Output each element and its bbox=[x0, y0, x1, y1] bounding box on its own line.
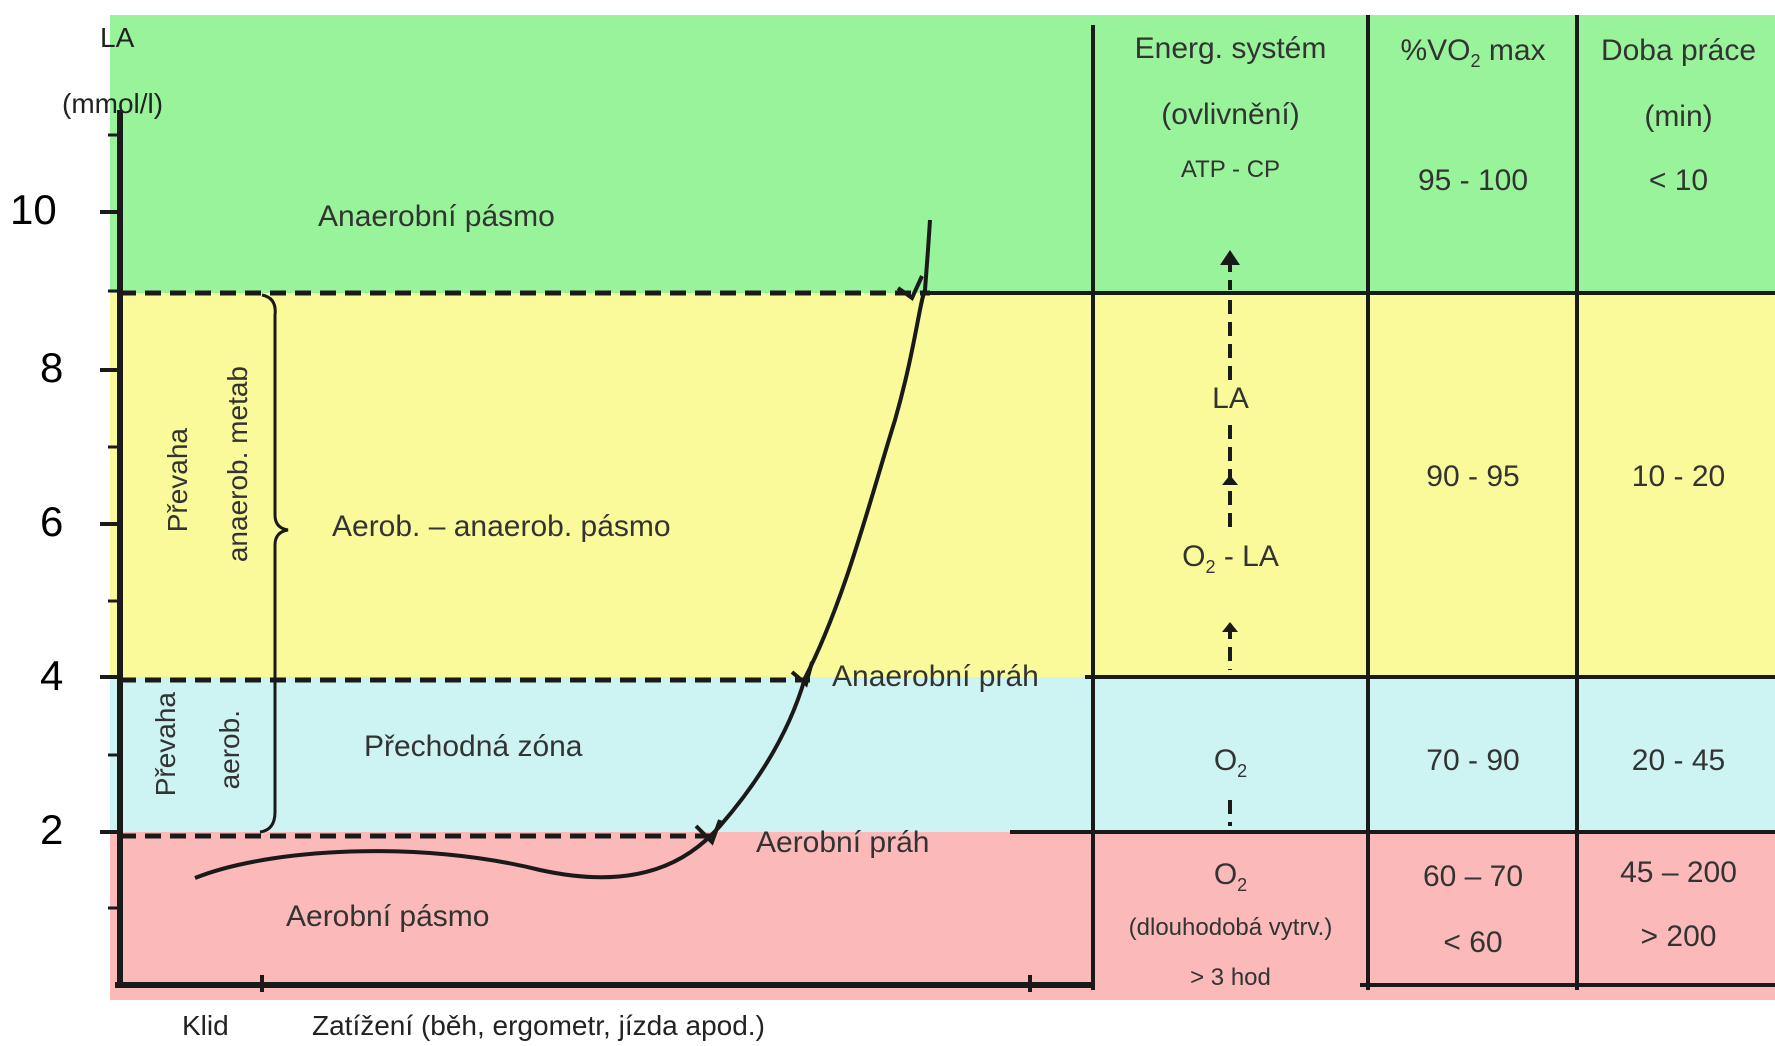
energy-atp-cp: ATP - CP bbox=[1180, 156, 1281, 183]
y-axis-label: LA bbox=[100, 22, 135, 53]
energy-o2-transition: O2 bbox=[1213, 744, 1248, 781]
y-tick-label-4: 4 bbox=[40, 652, 64, 699]
energy-la: LA bbox=[1212, 382, 1249, 415]
time-aerobic-2: > 200 bbox=[1640, 920, 1717, 953]
zone-aerobic-label: Aerobní pásmo bbox=[286, 900, 490, 933]
time-aero-anaero: 10 - 20 bbox=[1631, 460, 1726, 493]
energy-arrow-up bbox=[1220, 250, 1240, 265]
aerobic-threshold-label: Aerobní práh bbox=[756, 826, 930, 859]
header-vo2max: %VO2 max bbox=[1400, 34, 1546, 71]
vo2-transition: 70 - 90 bbox=[1426, 744, 1520, 777]
zone-anaerobic-label: Anaerobní pásmo bbox=[318, 200, 555, 233]
zone-transition-bg bbox=[110, 677, 1775, 832]
header-energy-influence: (ovlivnění) bbox=[1161, 98, 1300, 131]
energy-o2-aerobic: O2 bbox=[1213, 858, 1248, 895]
time-anaerobic: < 10 bbox=[1648, 164, 1709, 197]
time-transition: 20 - 45 bbox=[1631, 744, 1726, 777]
header-work-time-unit: (min) bbox=[1644, 100, 1713, 133]
y-tick-label-8: 8 bbox=[40, 344, 64, 391]
zone-aero-anaero-label: Aerob. – anaerob. pásmo bbox=[332, 510, 671, 543]
zone-aero-anaero-bg bbox=[110, 293, 1775, 677]
header-work-time: Doba práce bbox=[1600, 34, 1757, 67]
time-aerobic-1: 45 – 200 bbox=[1620, 856, 1737, 889]
y-axis-unit: (mmol/l) bbox=[62, 88, 164, 119]
bracket-anaerob-metab bbox=[259, 293, 289, 834]
zone-aerobic-bg bbox=[110, 832, 1775, 1000]
x-axis-start-label: Klid bbox=[182, 1010, 229, 1041]
side-label-aerob-2: aerob. bbox=[214, 710, 245, 790]
vo2-aero-anaero: 90 - 95 bbox=[1426, 460, 1520, 493]
vo2-anaerobic: 95 - 100 bbox=[1417, 164, 1529, 197]
y-tick-label-10: 10 bbox=[10, 186, 57, 233]
side-label-aerob-1: Převaha bbox=[150, 692, 181, 797]
vo2-aerobic-2: < 60 bbox=[1443, 926, 1503, 959]
vo2-aerobic-1: 60 – 70 bbox=[1422, 860, 1524, 893]
y-tick-label-2: 2 bbox=[40, 806, 64, 853]
zone-transition-label: Přechodná zóna bbox=[364, 730, 583, 763]
y-tick-label-6: 6 bbox=[40, 498, 64, 545]
side-label-anaerob-1: Převaha bbox=[162, 428, 193, 533]
anaerobic-threshold-label: Anaerobní práh bbox=[832, 660, 1039, 693]
energy-o2-la: O2 - LA bbox=[1182, 540, 1279, 577]
lactate-curve bbox=[194, 219, 932, 880]
energy-long-term: (dlouhodobá vytrv.) bbox=[1128, 914, 1333, 941]
zone-anaerobic-bg bbox=[110, 15, 1775, 293]
energy-hours: > 3 hod bbox=[1190, 964, 1271, 991]
side-label-anaerob-2: anaerob. metab bbox=[222, 366, 253, 563]
x-axis-label: Zatížení (běh, ergometr, jízda apod.) bbox=[312, 1010, 765, 1041]
header-energy-system: Energ. systém bbox=[1134, 32, 1327, 65]
